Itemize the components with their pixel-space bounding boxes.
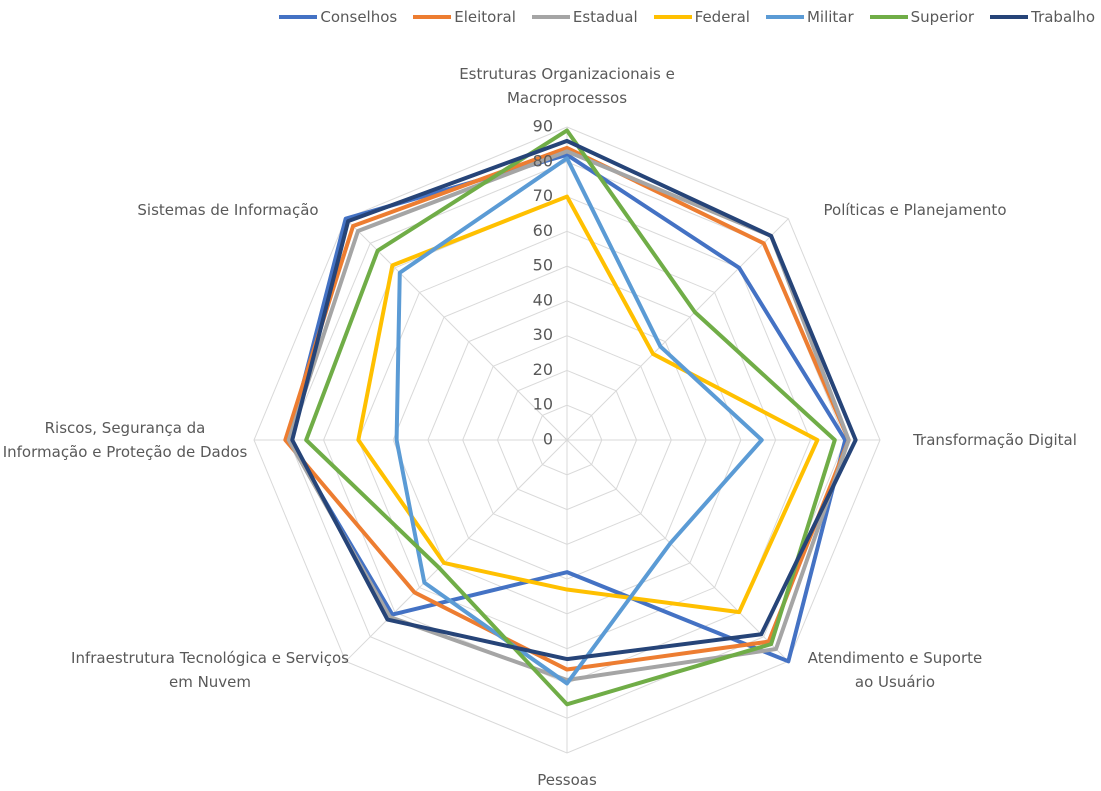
legend-swatch xyxy=(765,15,804,19)
legend: Conselhos Eleitoral Estadual Federal Militar… xyxy=(0,8,1101,26)
spoke xyxy=(566,439,789,662)
r-tick-label: 80 xyxy=(533,151,553,170)
spoke xyxy=(566,218,789,441)
series-line xyxy=(356,194,820,615)
legend-swatch xyxy=(413,15,452,19)
series-line xyxy=(394,156,764,686)
r-tick-label: 70 xyxy=(533,186,553,205)
category-label: Políticas e Planejamento xyxy=(823,201,1007,219)
legend-item: Superior xyxy=(869,8,975,26)
legend-label: Militar xyxy=(806,8,854,26)
legend-item: Eleitoral xyxy=(413,8,516,26)
legend-label: Superior xyxy=(910,8,975,26)
r-tick-label: 20 xyxy=(533,360,553,379)
legend-item: Estadual xyxy=(531,8,638,26)
category-label: Sistemas de Informação xyxy=(137,201,319,219)
r-tick-label: 60 xyxy=(533,221,553,240)
legend-swatch xyxy=(990,15,1029,19)
r-tick-label: 90 xyxy=(533,117,553,136)
legend-item: Trabalho xyxy=(990,8,1095,26)
legend-item: Conselhos xyxy=(279,8,397,26)
legend-item: Federal xyxy=(653,8,750,26)
category-label: Atendimento e Suporte ao Usuário xyxy=(807,649,983,691)
legend-label: Trabalho xyxy=(1031,8,1095,26)
category-label: Pessoas xyxy=(537,771,597,789)
legend-label: Conselhos xyxy=(320,8,398,26)
legend-swatch xyxy=(869,15,908,19)
category-label: Estruturas Organizacionais e Macroproces… xyxy=(459,65,675,107)
series-line xyxy=(290,138,858,662)
legend-item: Militar xyxy=(765,8,854,26)
legend-swatch xyxy=(279,15,318,19)
r-tick-label: 40 xyxy=(533,290,553,309)
spoke xyxy=(345,439,568,662)
spoke xyxy=(345,218,568,441)
legend-label: Estadual xyxy=(572,8,638,26)
series-line xyxy=(304,128,837,707)
legend-swatch xyxy=(653,15,692,19)
r-tick-label: 30 xyxy=(533,325,553,344)
legend-swatch xyxy=(531,15,570,19)
series-line xyxy=(286,152,848,664)
r-tick-label: 0 xyxy=(543,430,553,449)
legend-label: Federal xyxy=(694,8,750,26)
category-label: Infraestrutura Tecnológica e Serviços em… xyxy=(71,649,349,691)
category-label: Transformação Digital xyxy=(913,431,1077,449)
r-tick-label: 10 xyxy=(533,395,553,414)
r-tick-label: 50 xyxy=(533,256,553,275)
legend-label: Eleitoral xyxy=(454,8,516,26)
series-line xyxy=(286,149,851,682)
category-label: Riscos, Segurança da Informação e Proteç… xyxy=(2,419,248,461)
